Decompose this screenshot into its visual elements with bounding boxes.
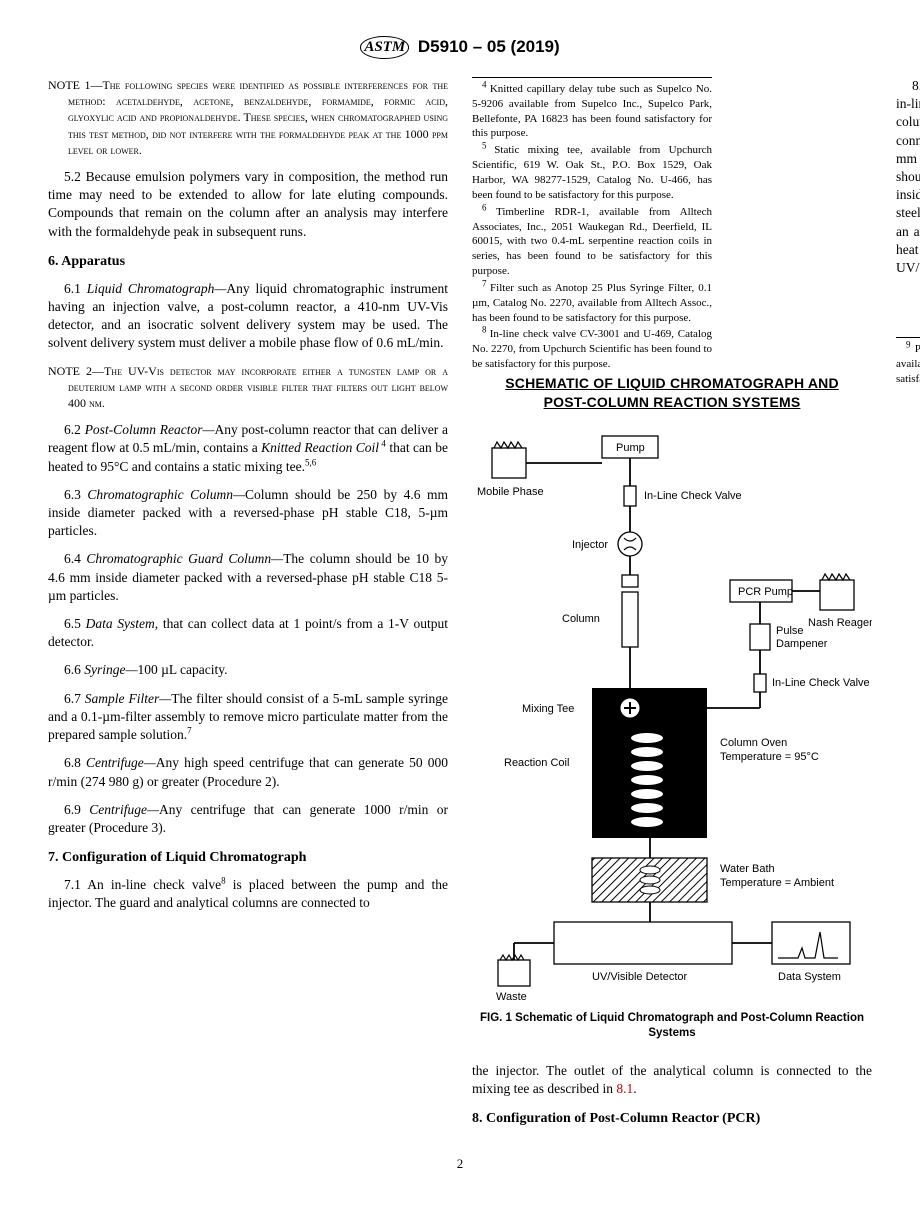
para-7-1-cont: the injector. The outlet of the analytic… <box>472 1062 872 1098</box>
svg-text:Data System: Data System <box>778 971 841 983</box>
svg-text:Mixing Tee: Mixing Tee <box>522 703 574 715</box>
para-6-8: 6.8 Centrifuge—Any high speed centrifuge… <box>48 754 448 790</box>
para-8-1: 8.1 The post-column reagent passes throu… <box>896 77 920 277</box>
para-6-1: 6.1 Liquid Chromatograph—Any liquid chro… <box>48 280 448 353</box>
para-6-3: 6.3 Chromatographic Column—Column should… <box>48 486 448 541</box>
svg-text:Water Bath: Water Bath <box>720 863 775 875</box>
svg-text:Waste: Waste <box>496 991 527 1000</box>
figure-1: SCHEMATIC OF LIQUID CHROMATOGRAPH ANDPOS… <box>472 374 872 1042</box>
para-6-2: 6.2 Post-Column Reactor—Any post-column … <box>48 421 448 476</box>
heading-6: 6. Apparatus <box>48 253 448 272</box>
svg-text:In-Line Check Valve: In-Line Check Valve <box>644 490 742 502</box>
svg-text:Column: Column <box>562 613 600 625</box>
svg-text:Column Oven: Column Oven <box>720 737 787 749</box>
svg-text:UV/Visible Detector: UV/Visible Detector <box>592 971 688 983</box>
svg-text:Reaction Coil: Reaction Coil <box>504 757 569 769</box>
para-7-1: 7.1 An in-line check valve8 is placed be… <box>48 876 448 912</box>
footnotes-left: 4 Knitted capillary delay tube such as S… <box>472 77 712 372</box>
svg-text:Nash Reagent: Nash Reagent <box>808 617 872 629</box>
para-6-5: 6.5 Data System, that can collect data a… <box>48 615 448 651</box>
para-5-2: 5.2 Because emulsion polymers vary in co… <box>48 168 448 241</box>
svg-text:In-Line Check Valve: In-Line Check Valve <box>772 677 870 689</box>
note-1: NOTE 1—The following species were identi… <box>68 77 448 158</box>
svg-text:Pump: Pump <box>616 442 645 454</box>
svg-text:Pulse: Pulse <box>776 625 804 637</box>
svg-text:Injector: Injector <box>572 539 608 551</box>
page-header: ASTM D5910 – 05 (2019) <box>48 36 872 59</box>
astm-logo: ASTM <box>360 36 409 58</box>
para-6-7: 6.7 Sample Filter—The filter should cons… <box>48 690 448 745</box>
heading-8: 8. Configuration of Post-Column Reactor … <box>472 1110 872 1129</box>
para-6-4: 6.4 Chromatographic Guard Column—The col… <box>48 550 448 605</box>
svg-text:PCR Pump: PCR Pump <box>738 586 793 598</box>
ref-8-1[interactable]: 8.1 <box>616 1081 633 1096</box>
page-number: 2 <box>48 1155 872 1173</box>
svg-text:Temperature = 95°C: Temperature = 95°C <box>720 751 819 763</box>
para-6-6: 6.6 Syringe—100 µL capacity. <box>48 661 448 679</box>
heading-7: 7. Configuration of Liquid Chromatograph <box>48 849 448 868</box>
schematic-svg: .l { font: 11px Arial, sans-serif; } .bo… <box>472 420 872 1000</box>
footnotes-right: 9 Pulse dampener, SSI LO, Catalog No. 20… <box>896 337 920 387</box>
note-2: NOTE 2—The UV-Vis detector may incorpora… <box>68 363 448 412</box>
figure-caption: FIG. 1 Schematic of Liquid Chromatograph… <box>472 1011 872 1042</box>
svg-text:Temperature = Ambient: Temperature = Ambient <box>720 877 834 889</box>
designation: D5910 – 05 (2019) <box>418 37 560 56</box>
para-6-9: 6.9 Centrifuge—Any centrifuge that can g… <box>48 801 448 837</box>
svg-text:Dampener: Dampener <box>776 638 828 650</box>
svg-text:Mobile Phase: Mobile Phase <box>477 486 544 498</box>
